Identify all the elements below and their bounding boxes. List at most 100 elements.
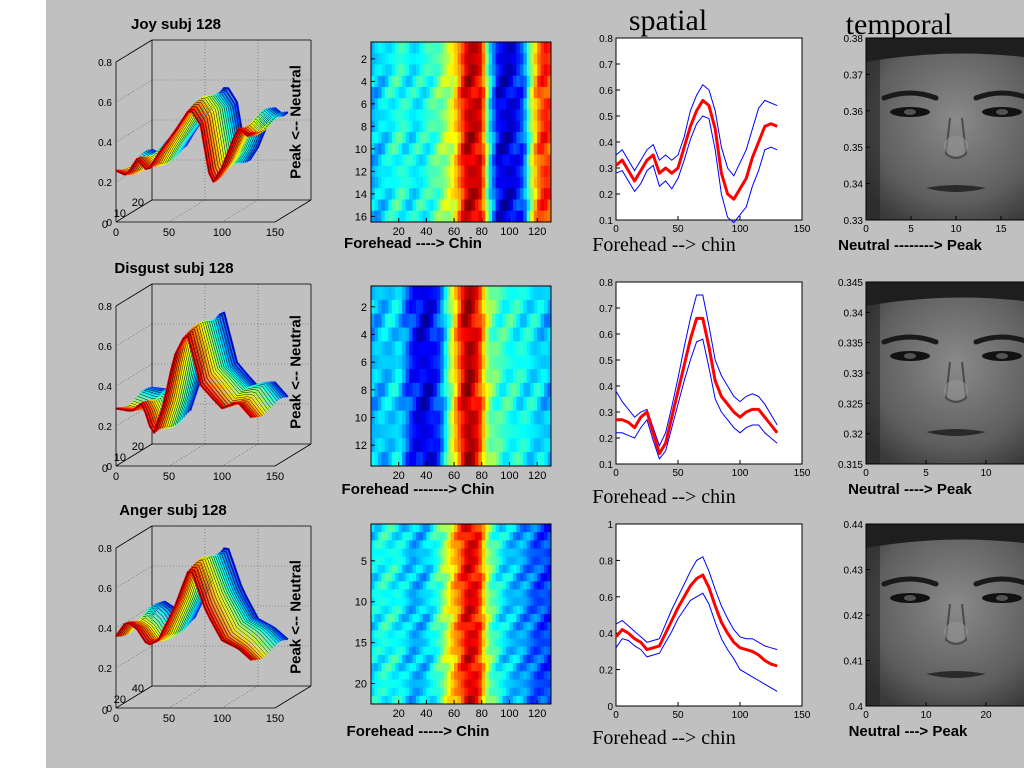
heatmap-cell bbox=[478, 687, 483, 697]
heatmap-cell bbox=[433, 327, 438, 342]
heatmap-cell bbox=[416, 695, 420, 705]
heatmap-cell bbox=[384, 369, 389, 384]
heatmap-cell bbox=[409, 410, 413, 425]
heatmap-cell bbox=[471, 177, 476, 189]
heatmap-cell bbox=[391, 165, 396, 178]
heatmap-cell bbox=[464, 210, 469, 223]
heatmap-cell bbox=[450, 424, 455, 439]
heatmap-cell bbox=[519, 369, 524, 384]
heatmap-cell bbox=[488, 605, 493, 615]
heatmap-cell bbox=[537, 188, 542, 200]
heatmap-cell bbox=[457, 42, 462, 54]
heatmap-cell bbox=[485, 109, 490, 122]
heatmap-cell bbox=[506, 589, 510, 599]
heatmap-cell bbox=[371, 630, 375, 639]
heatmap-cell bbox=[461, 630, 465, 639]
heatmap-cell bbox=[374, 573, 379, 582]
heatmap-cell bbox=[516, 154, 521, 167]
heatmap-cell bbox=[440, 87, 445, 99]
heatmap-cell bbox=[547, 532, 552, 541]
heatmap-cell bbox=[533, 695, 538, 705]
heatmap-cell bbox=[416, 313, 420, 328]
heatmap-cell bbox=[443, 573, 448, 582]
heatmap-cell bbox=[426, 132, 431, 144]
heatmap-cell bbox=[436, 597, 441, 607]
heatmap-cell bbox=[537, 64, 542, 77]
heatmap-cell bbox=[402, 646, 407, 656]
heatmap-cell bbox=[454, 540, 458, 549]
heatmap-cell bbox=[450, 646, 455, 656]
heatmap-cell bbox=[492, 199, 497, 212]
surface-xtick-label: 50 bbox=[163, 713, 175, 725]
heatmap-cell bbox=[474, 355, 479, 370]
heatmap-cell bbox=[391, 132, 396, 144]
heatmap-cell bbox=[436, 638, 441, 648]
heatmap-cell bbox=[409, 452, 413, 467]
heatmap-cell bbox=[436, 177, 441, 189]
heatmap-cell bbox=[384, 154, 389, 167]
heatmap-cell bbox=[450, 548, 455, 558]
heatmap-cell bbox=[412, 532, 417, 541]
face-left-eye bbox=[890, 593, 930, 603]
heatmap-cell bbox=[422, 646, 427, 656]
heatmap-cell bbox=[474, 341, 479, 356]
heatmap-cell bbox=[474, 654, 479, 664]
heatmap-cell bbox=[537, 597, 542, 607]
heatmap-cell bbox=[416, 646, 420, 656]
heatmap-cell bbox=[519, 438, 524, 453]
heatmap-cell bbox=[416, 188, 420, 200]
heatmap-cell bbox=[526, 210, 531, 223]
heatmap-cell bbox=[436, 286, 441, 301]
heatmap-cell bbox=[506, 327, 510, 342]
heatmap-cell bbox=[544, 341, 548, 356]
heatmap-cell bbox=[481, 98, 486, 110]
heatmap-cell bbox=[422, 143, 427, 155]
heatmap-cell bbox=[429, 98, 434, 110]
heatmap-cell bbox=[540, 210, 545, 223]
heatmap-cell bbox=[471, 199, 476, 212]
face-right-eye bbox=[982, 593, 1022, 603]
heatmap-cell bbox=[519, 630, 524, 639]
heatmap-cell bbox=[371, 687, 375, 697]
heatmap-cell bbox=[412, 597, 417, 607]
heatmap-cell bbox=[488, 581, 493, 590]
surface-mesh-line bbox=[115, 111, 252, 183]
heatmap-cell bbox=[485, 355, 490, 370]
face-left-eye bbox=[890, 351, 930, 361]
heatmap-cell bbox=[447, 177, 452, 189]
heatmap-cell bbox=[457, 424, 462, 439]
heatmap-cell bbox=[384, 556, 389, 566]
heatmap-cell bbox=[471, 663, 476, 672]
heatmap-cell bbox=[519, 589, 524, 599]
heatmap-cell bbox=[467, 143, 472, 155]
heatmap-cell bbox=[405, 597, 410, 607]
heatmap-cell bbox=[474, 581, 479, 590]
heatmap-cell bbox=[454, 199, 458, 212]
heatmap-cell bbox=[422, 177, 427, 189]
heatmap-cell bbox=[502, 210, 507, 223]
heatmap-cell bbox=[416, 120, 420, 133]
heatmap-cell bbox=[391, 556, 396, 566]
heatmap-cell bbox=[398, 638, 403, 648]
heatmap-cell bbox=[495, 410, 500, 425]
heatmap-cell bbox=[450, 369, 455, 384]
heatmap-cell bbox=[409, 622, 413, 631]
heatmap-cell bbox=[457, 638, 462, 648]
heatmap-cell bbox=[478, 382, 483, 398]
heatmap-cell bbox=[502, 638, 507, 648]
heatmap-cell bbox=[450, 630, 455, 639]
heatmap-cell bbox=[537, 540, 542, 549]
heatmap-cell bbox=[412, 177, 417, 189]
heatmap-cell bbox=[412, 540, 417, 549]
heatmap-cell bbox=[495, 177, 500, 189]
heatmap-cell bbox=[402, 120, 407, 133]
heatmap-cell bbox=[384, 605, 389, 615]
heatmap-cell bbox=[416, 327, 420, 342]
heatmap-cell bbox=[416, 396, 420, 412]
heatmap-cell bbox=[464, 646, 469, 656]
heatmap-cell bbox=[512, 687, 517, 697]
heatmap-cell bbox=[509, 524, 514, 533]
heatmap-cell bbox=[523, 556, 528, 566]
heatmap-cell bbox=[464, 313, 469, 328]
heatmap-cell bbox=[530, 313, 535, 328]
